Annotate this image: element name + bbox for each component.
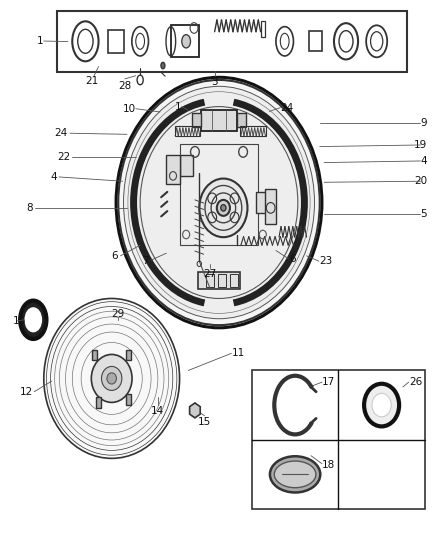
Bar: [175, 126, 200, 136]
Ellipse shape: [161, 62, 165, 69]
Text: 20: 20: [414, 176, 427, 186]
Bar: [218, 274, 226, 287]
Text: 1: 1: [175, 102, 182, 111]
Text: 17: 17: [322, 377, 335, 387]
Circle shape: [372, 393, 391, 417]
Bar: [201, 110, 237, 131]
Circle shape: [199, 179, 247, 237]
Circle shape: [116, 77, 322, 328]
Bar: [126, 394, 131, 405]
Circle shape: [217, 200, 230, 216]
Ellipse shape: [274, 461, 316, 488]
Bar: [261, 21, 265, 37]
Text: 15: 15: [198, 417, 211, 427]
Bar: [57, 11, 407, 72]
Text: 14: 14: [151, 406, 164, 416]
Bar: [180, 155, 193, 176]
Ellipse shape: [91, 354, 132, 402]
Text: 24: 24: [280, 103, 293, 112]
Text: 24: 24: [55, 128, 68, 138]
Text: 7: 7: [142, 256, 149, 266]
Bar: [171, 26, 199, 58]
Text: 5: 5: [420, 209, 427, 219]
Text: 6: 6: [289, 254, 296, 263]
Bar: [237, 113, 246, 127]
Bar: [108, 29, 124, 53]
Text: 29: 29: [112, 309, 125, 319]
Bar: [230, 274, 238, 287]
Text: 1: 1: [37, 36, 44, 46]
Text: 28: 28: [118, 81, 131, 91]
Polygon shape: [190, 403, 200, 418]
Bar: [198, 272, 240, 289]
Text: 10: 10: [123, 104, 136, 114]
Circle shape: [128, 92, 310, 313]
Circle shape: [124, 86, 314, 319]
Bar: [126, 350, 131, 360]
Ellipse shape: [26, 309, 41, 331]
Ellipse shape: [44, 298, 180, 458]
Text: 16: 16: [13, 316, 26, 326]
Text: 21: 21: [85, 76, 99, 86]
Bar: [256, 192, 269, 213]
Bar: [206, 274, 214, 287]
Text: 27: 27: [204, 269, 217, 279]
Bar: [265, 189, 276, 224]
Circle shape: [221, 205, 226, 211]
Text: 22: 22: [57, 152, 70, 161]
Text: 3: 3: [211, 77, 218, 87]
Text: 8: 8: [26, 203, 33, 213]
Text: 4: 4: [50, 172, 57, 182]
Text: 26: 26: [410, 377, 423, 387]
Text: 12: 12: [20, 387, 33, 397]
Bar: [309, 30, 322, 51]
Ellipse shape: [20, 301, 46, 339]
Bar: [180, 144, 258, 245]
Bar: [252, 370, 425, 509]
Text: 18: 18: [322, 460, 335, 470]
Text: 23: 23: [320, 256, 333, 266]
Bar: [96, 398, 101, 408]
Circle shape: [364, 384, 399, 426]
Ellipse shape: [107, 373, 117, 384]
Bar: [92, 350, 97, 360]
Ellipse shape: [270, 456, 320, 492]
Text: 11: 11: [232, 349, 245, 358]
Bar: [166, 155, 180, 184]
Text: 6: 6: [112, 251, 118, 261]
Bar: [240, 126, 266, 136]
Text: 19: 19: [414, 140, 427, 150]
Circle shape: [118, 80, 320, 325]
Text: 9: 9: [420, 118, 427, 127]
Text: 4: 4: [420, 156, 427, 166]
Bar: [192, 113, 201, 127]
Ellipse shape: [102, 367, 122, 390]
Ellipse shape: [182, 35, 191, 48]
